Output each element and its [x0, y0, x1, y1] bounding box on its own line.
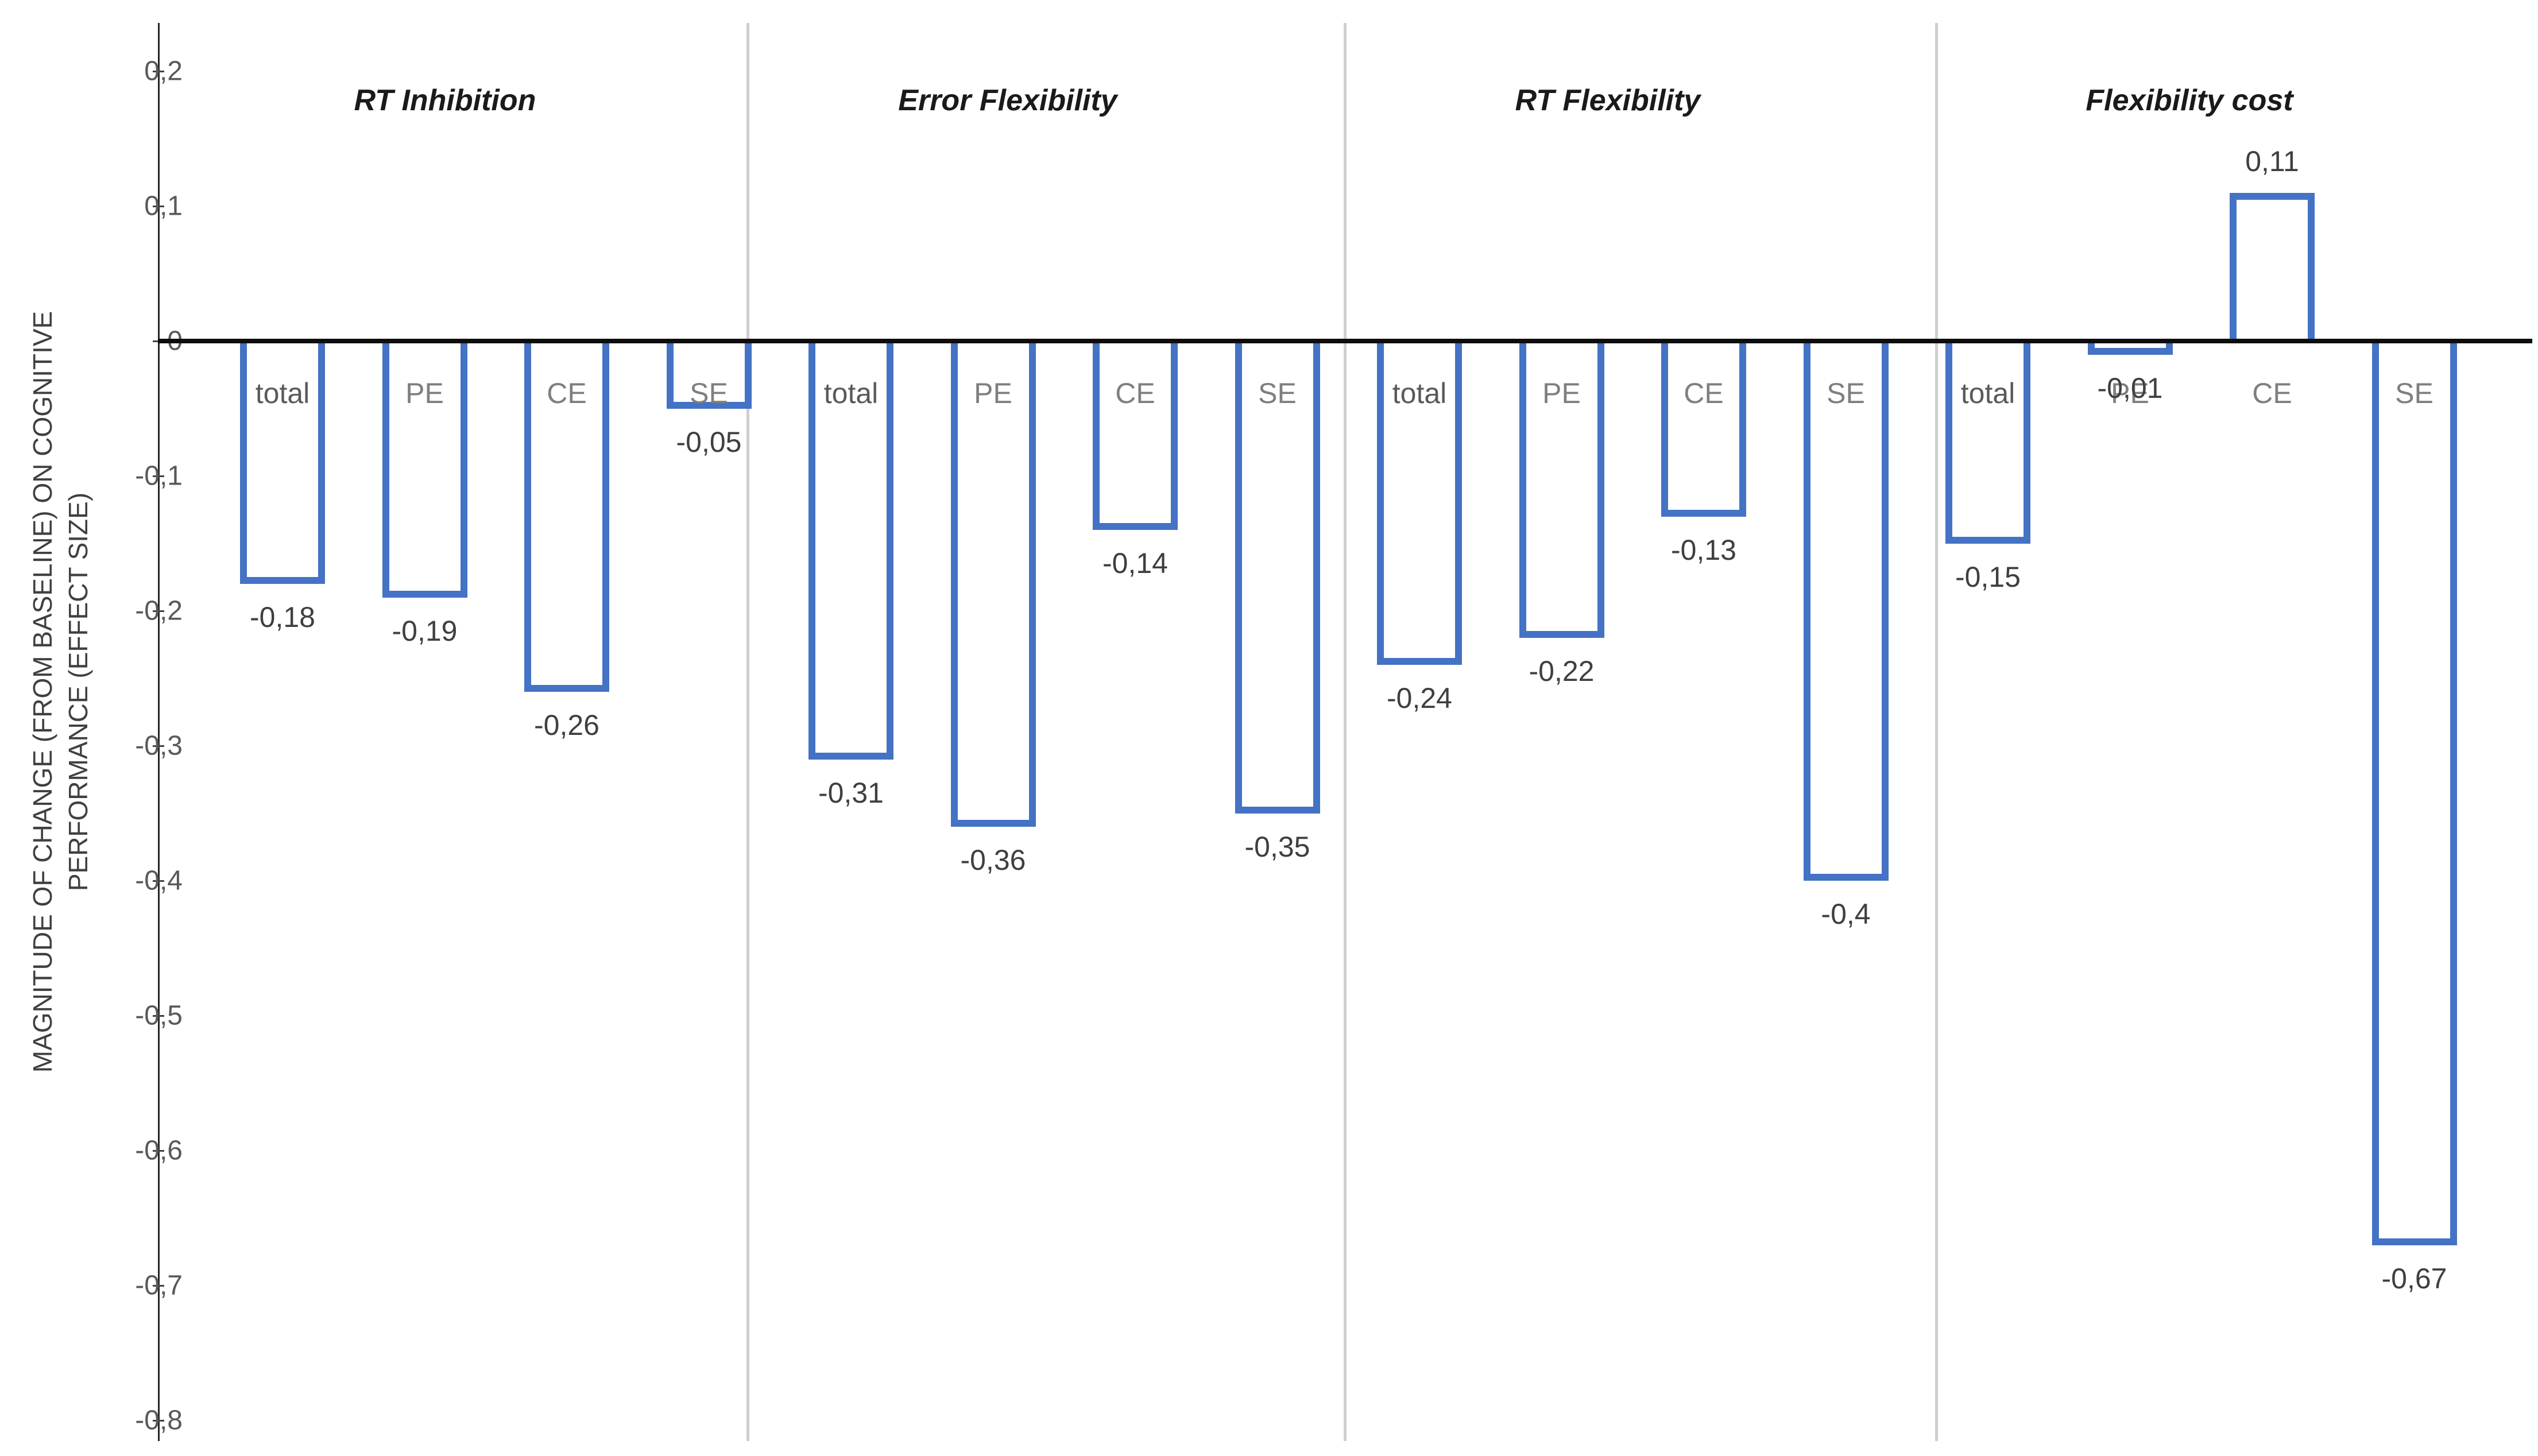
bar: [950, 341, 1036, 827]
bar-value-label: -0,24: [1387, 682, 1452, 714]
bar-category-label: PE: [974, 377, 1012, 409]
panel-title: Flexibility cost: [2086, 84, 2293, 117]
y-axis-title-line-1: MAGNITUDE OF CHANGE (FROM BASELINE) ON C…: [28, 311, 57, 1073]
bar-value-label: -0,15: [1955, 560, 2021, 593]
y-tick: [153, 880, 164, 882]
y-tick-label: -0,6: [135, 1135, 183, 1166]
y-tick-label: -0,1: [135, 460, 183, 491]
panel-title: RT Inhibition: [354, 84, 536, 117]
y-tick: [153, 475, 164, 477]
bar-category-label: CE: [1115, 377, 1155, 409]
bar: [1661, 341, 1746, 517]
panel-title: Error Flexibility: [898, 84, 1117, 117]
bar-category-label: total: [1392, 377, 1447, 409]
bar: [382, 341, 467, 598]
bar: [1377, 341, 1462, 665]
bar-category-label: PE: [1542, 377, 1581, 409]
bar: [240, 341, 325, 584]
bar: [2087, 341, 2173, 355]
panel-divider-2: [1344, 23, 1347, 1441]
bar-category-label: CE: [1684, 377, 1724, 409]
y-axis-line: [158, 23, 160, 1441]
y-tick-label: -0,3: [135, 730, 183, 761]
bar-category-label: SE: [1827, 377, 1865, 409]
y-tick-label: 0,1: [144, 191, 183, 222]
bar-value-label: -0,22: [1529, 655, 1595, 687]
bar: [1519, 341, 1604, 638]
bar-value-label: -0,36: [960, 844, 1026, 876]
bar-value-label: -0,14: [1102, 547, 1168, 579]
bar-category-label: PE: [2111, 377, 2149, 409]
panel-divider-3: [1935, 23, 1938, 1441]
bar: [1945, 341, 2030, 544]
y-tick: [153, 1285, 164, 1287]
zero-axis-line: [158, 339, 2532, 343]
bar-value-label: -0,05: [676, 425, 742, 458]
y-tick-label: -0,8: [135, 1405, 183, 1436]
panel-divider-1: [746, 23, 749, 1441]
bar: [808, 341, 893, 760]
bar: [666, 341, 752, 409]
bar-value-label: -0,35: [1244, 830, 1310, 863]
bar-value-label: -0,67: [2381, 1262, 2447, 1295]
y-tick: [153, 206, 164, 207]
bar: [1803, 341, 1889, 881]
y-tick: [153, 1150, 164, 1152]
bar: [2230, 192, 2315, 341]
y-tick: [153, 610, 164, 612]
bar-category-label: SE: [2395, 377, 2433, 409]
bar: [1235, 341, 1320, 814]
bar-value-label: -0,18: [250, 601, 315, 633]
bar: [2371, 341, 2457, 1245]
y-tick: [153, 745, 164, 747]
y-tick-label: -0,5: [135, 1000, 183, 1031]
bar-category-label: total: [823, 377, 879, 409]
bar-category-label: total: [1960, 377, 2015, 409]
y-axis-title: MAGNITUDE OF CHANGE (FROM BASELINE) ON C…: [25, 311, 96, 1072]
y-tick-label: -0,7: [135, 1270, 183, 1301]
panel-title: RT Flexibility: [1515, 84, 1701, 117]
bar-value-label: 0,11: [2245, 145, 2299, 177]
y-tick-label: -0,4: [135, 865, 183, 896]
bar-category-label: CE: [2252, 377, 2292, 409]
bar-value-label: -0,4: [1821, 898, 1871, 930]
y-axis-title-line-2: PERFORMANCE (EFFECT SIZE): [63, 492, 93, 892]
bar: [524, 341, 609, 692]
bar-value-label: -0,19: [392, 614, 458, 647]
bar-category-label: SE: [1258, 377, 1297, 409]
bar-category-label: SE: [690, 377, 728, 409]
bar-category-label: total: [255, 377, 310, 409]
y-tick: [153, 1015, 164, 1017]
bar-value-label: -0,31: [818, 776, 884, 809]
y-tick-label: -0,2: [135, 595, 183, 626]
bar-value-label: -0,01: [2097, 371, 2163, 404]
bar-value-label: -0,26: [534, 709, 599, 741]
bar: [1093, 341, 1178, 530]
y-tick: [153, 71, 164, 72]
bar-value-label: -0,13: [1671, 533, 1736, 566]
y-tick-label: 0,2: [144, 56, 183, 87]
bar-category-label: PE: [405, 377, 444, 409]
y-tick: [153, 1420, 164, 1422]
bar-category-label: CE: [547, 377, 587, 409]
